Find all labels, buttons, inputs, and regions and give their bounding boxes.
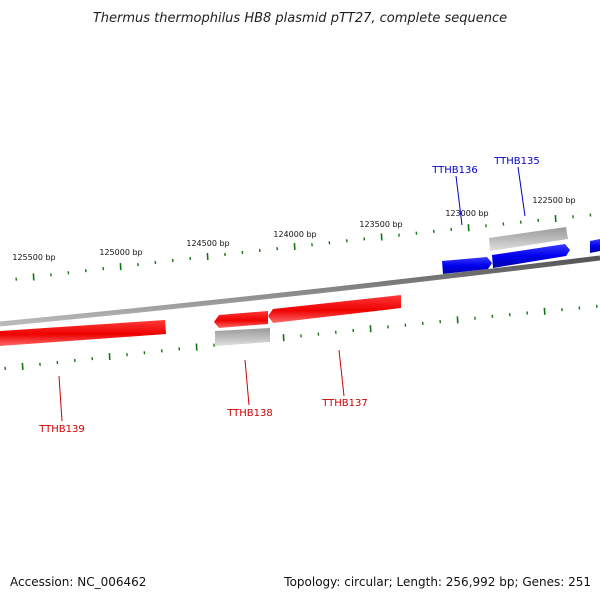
- bp-label-125000: 125000 bp: [99, 248, 142, 257]
- bp-label-125500: 125500 bp: [12, 253, 55, 262]
- label-TTHB139[interactable]: TTHB139: [38, 424, 85, 435]
- bp-label-124500: 124500 bp: [186, 239, 229, 248]
- bp-label-123500: 123500 bp: [359, 220, 402, 229]
- bp-label-122500: 122500 bp: [532, 196, 575, 205]
- gene-offscreen-right[interactable]: [590, 239, 600, 253]
- map-title: Thermus thermophilus HB8 plasmid pTT27, …: [93, 11, 507, 26]
- pseudogene-gray-upper[interactable]: [489, 227, 568, 251]
- bp-label-123000: 123000 bp: [445, 209, 488, 218]
- label-TTHB135[interactable]: TTHB135: [493, 156, 540, 167]
- gene-labels: TTHB136 TTHB135 TTHB139 TTHB138 TTHB137: [38, 156, 540, 435]
- reverse-ruler: [4, 304, 598, 370]
- forward-genes: [442, 227, 600, 274]
- gene-TTHB137[interactable]: [268, 295, 401, 323]
- label-TTHB137[interactable]: TTHB137: [321, 398, 368, 409]
- topology-text: Topology: circular; Length: 256,992 bp; …: [283, 575, 591, 589]
- label-leaders: [58, 166, 526, 422]
- gene-TTHB138[interactable]: [214, 311, 268, 328]
- gene-TTHB139[interactable]: [0, 320, 166, 346]
- reverse-genes: [0, 295, 401, 346]
- label-TTHB138[interactable]: TTHB138: [226, 408, 273, 419]
- leader-TTHB138: [244, 359, 250, 406]
- bp-label-124000: 124000 bp: [273, 230, 316, 239]
- gene-TTHB135[interactable]: [492, 244, 570, 268]
- leader-TTHB137: [338, 349, 345, 397]
- gene-TTHB136[interactable]: [442, 257, 492, 274]
- forward-ruler: [15, 213, 592, 281]
- leader-TTHB136: [455, 175, 463, 226]
- plasmid-backbone: [0, 255, 600, 327]
- accession-text: Accession: NC_006462: [10, 575, 146, 589]
- leader-TTHB139: [58, 375, 63, 422]
- leader-TTHB135: [517, 166, 526, 217]
- ruler-labels: 125500 bp 125000 bp 124500 bp 124000 bp …: [12, 196, 575, 262]
- label-TTHB136[interactable]: TTHB136: [431, 165, 478, 176]
- pseudogene-gray-lower[interactable]: [215, 328, 270, 346]
